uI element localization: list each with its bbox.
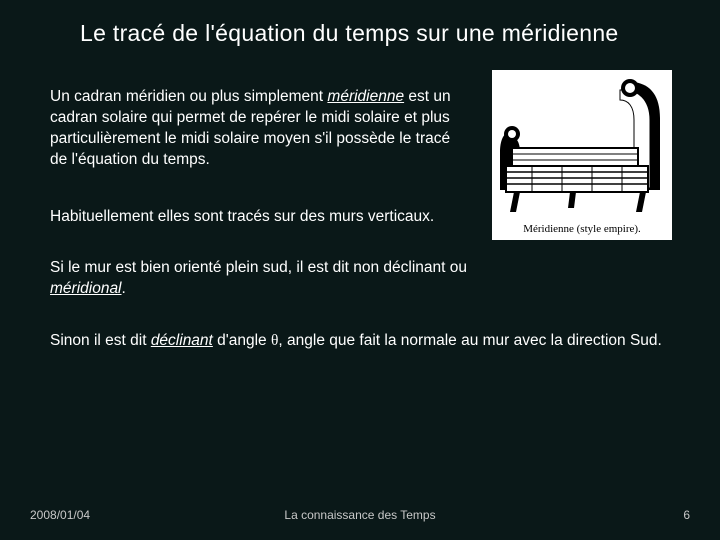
p1-emph: méridienne: [327, 88, 404, 105]
paragraph-3: Si le mur est bien orienté plein sud, il…: [50, 258, 490, 300]
p4-emph: déclinant: [151, 332, 213, 349]
illustration-caption: Méridienne (style empire).: [523, 223, 641, 235]
paragraph-1: Un cadran méridien ou plus simplement mé…: [50, 87, 460, 171]
paragraph-2: Habituellement elles sont tracés sur des…: [50, 207, 530, 228]
footer-date: 2008/01/04: [30, 508, 90, 522]
footer-page-number: 6: [683, 508, 690, 522]
p3-text-a: Si le mur est bien orienté plein sud, il…: [50, 259, 467, 276]
p3-emph: méridional: [50, 280, 122, 297]
p4-text-c: , angle que fait la normale au mur avec …: [278, 332, 661, 349]
p3-text-b: .: [122, 280, 126, 297]
p1-text-a: Un cadran méridien ou plus simplement: [50, 88, 327, 105]
sofa-icon: Méridienne (style empire).: [492, 70, 672, 240]
p4-text-a: Sinon il est dit: [50, 332, 151, 349]
illustration-meridienne: Méridienne (style empire).: [492, 70, 672, 240]
slide-title: Le tracé de l'équation du temps sur une …: [0, 20, 720, 47]
slide: Le tracé de l'équation du temps sur une …: [0, 0, 720, 540]
p4-text-b: d'angle: [213, 332, 271, 349]
footer-title: La connaissance des Temps: [284, 508, 435, 522]
paragraph-4: Sinon il est dit déclinant d'angle θ, an…: [50, 331, 670, 352]
